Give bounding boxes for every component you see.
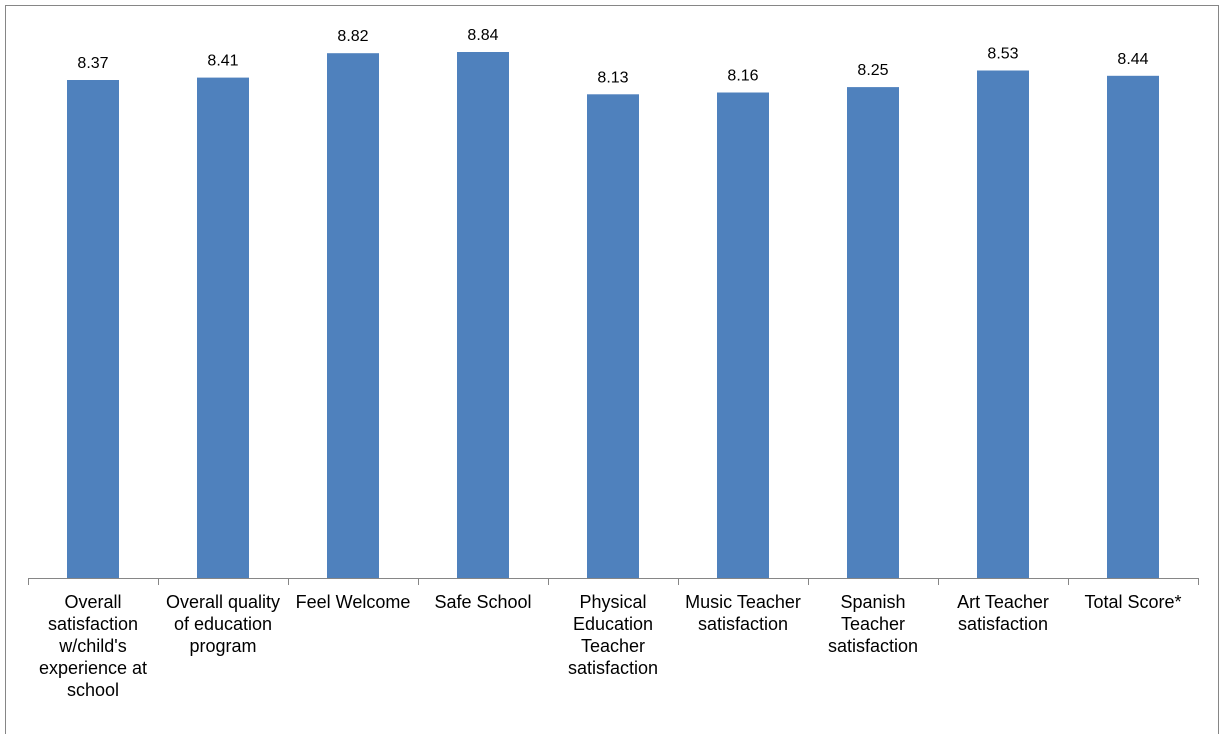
data-label-6: 8.16: [727, 68, 758, 85]
category-label-3: Feel Welcome: [295, 592, 411, 612]
category-label-7: Spanish Teacher satisfaction: [827, 592, 919, 656]
data-label-2: 8.41: [207, 53, 238, 70]
category-label-1: Overall satisfaction w/child's experienc…: [38, 592, 148, 700]
value-labels-group: 8.37 8.41 8.82 8.84 8.13 8.16 8.25 8.53 8.44: [77, 27, 1148, 86]
category-label-9: Total Score*: [1084, 592, 1182, 612]
data-label-9: 8.44: [1117, 51, 1148, 68]
bar-2: [197, 77, 249, 578]
bar-4: [457, 52, 509, 578]
bars-group: [67, 52, 1159, 579]
data-label-1: 8.37: [77, 55, 108, 72]
category-label-5: Physical Education Teacher satisfaction: [567, 592, 659, 678]
data-label-3: 8.82: [337, 28, 368, 45]
x-axis-ticks: [28, 578, 1199, 585]
data-label-5: 8.13: [597, 69, 628, 86]
bar-5: [587, 94, 639, 579]
category-label-4: Safe School: [434, 592, 532, 612]
data-label-8: 8.53: [987, 46, 1018, 63]
category-label-2: Overall quality of education program: [165, 592, 281, 656]
category-label-6: Music Teacher satisfaction: [685, 592, 801, 634]
category-label-8: Art Teacher satisfaction: [957, 592, 1049, 634]
data-label-7: 8.25: [857, 62, 888, 79]
bar-3: [327, 53, 379, 578]
bar-8: [977, 70, 1029, 578]
bar-9: [1107, 75, 1159, 579]
chart-frame: [5, 5, 1219, 734]
data-label-4: 8.84: [467, 27, 498, 44]
bar-6: [717, 92, 769, 578]
bar-7: [847, 87, 899, 578]
bar-1: [67, 80, 119, 578]
